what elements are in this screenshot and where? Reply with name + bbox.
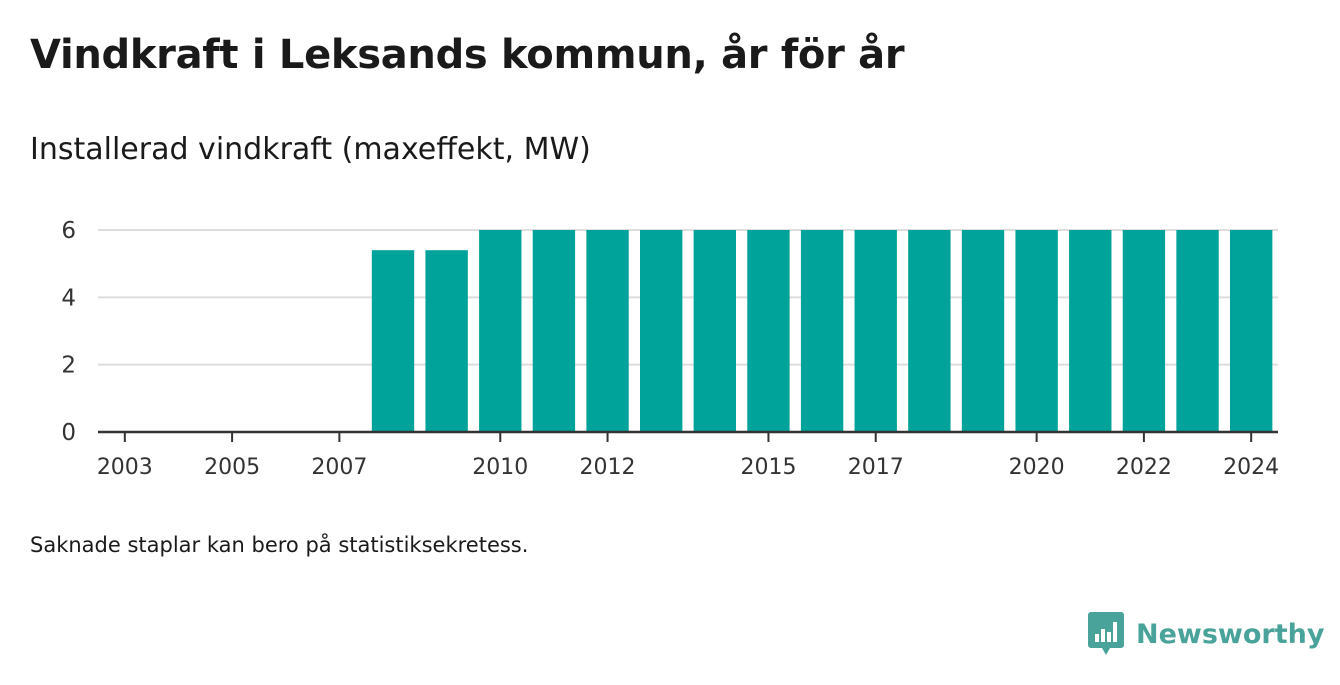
brand-name: Newsworthy [1136,618,1325,650]
bar-2011 [532,230,576,432]
bar-2015 [747,230,790,432]
x-tick-label: 2003 [97,455,153,480]
y-tick-label: 2 [61,353,76,379]
axes: 0 2 4 6 2003 2005 2007 2010 2012 2015 2017 2020 2022… [61,218,1279,480]
bar-2009 [425,250,468,432]
bar-2023 [1176,230,1219,432]
newsworthy-logo: Newsworthy [1088,612,1324,656]
bar-2008 [371,250,415,432]
bar-2022 [1122,230,1166,432]
bar-2019 [961,230,1005,432]
x-tick-label: 2007 [311,455,367,480]
x-tick-label: 2020 [1009,455,1065,480]
bar-2012 [586,230,629,432]
bar-2014 [693,230,737,432]
bar-2016 [800,230,844,432]
bar-2013 [639,230,683,432]
bars [371,230,1273,432]
chart-bubble-icon [1088,612,1124,655]
x-tick-label: 2015 [740,455,796,480]
y-tick-label: 6 [61,218,76,244]
x-tick-label: 2024 [1223,455,1279,480]
bar-2017 [854,230,897,432]
bar-2020 [1015,230,1058,432]
y-tick-label: 4 [61,285,76,311]
bar-2021 [1069,230,1112,432]
x-tick-label: 2022 [1116,455,1172,480]
x-tick-label: 2012 [580,455,636,480]
bar-2024 [1229,230,1273,432]
bar-chart: 0 2 4 6 2003 2005 2007 2010 2012 2015 2017 2020 2022… [61,218,1279,480]
y-tick-label: 0 [61,420,76,446]
x-tick-label: 2010 [472,455,528,480]
footnote: Saknade staplar kan bero på statistiksek… [30,533,529,557]
chart-subtitle: Installerad vindkraft (maxeffekt, MW) [30,132,591,167]
bar-2018 [908,230,951,432]
bar-2010 [479,230,522,432]
chart-title: Vindkraft i Leksands kommun, år för år [30,32,905,78]
x-tick-label: 2017 [848,455,904,480]
x-tick-label: 2005 [204,455,260,480]
